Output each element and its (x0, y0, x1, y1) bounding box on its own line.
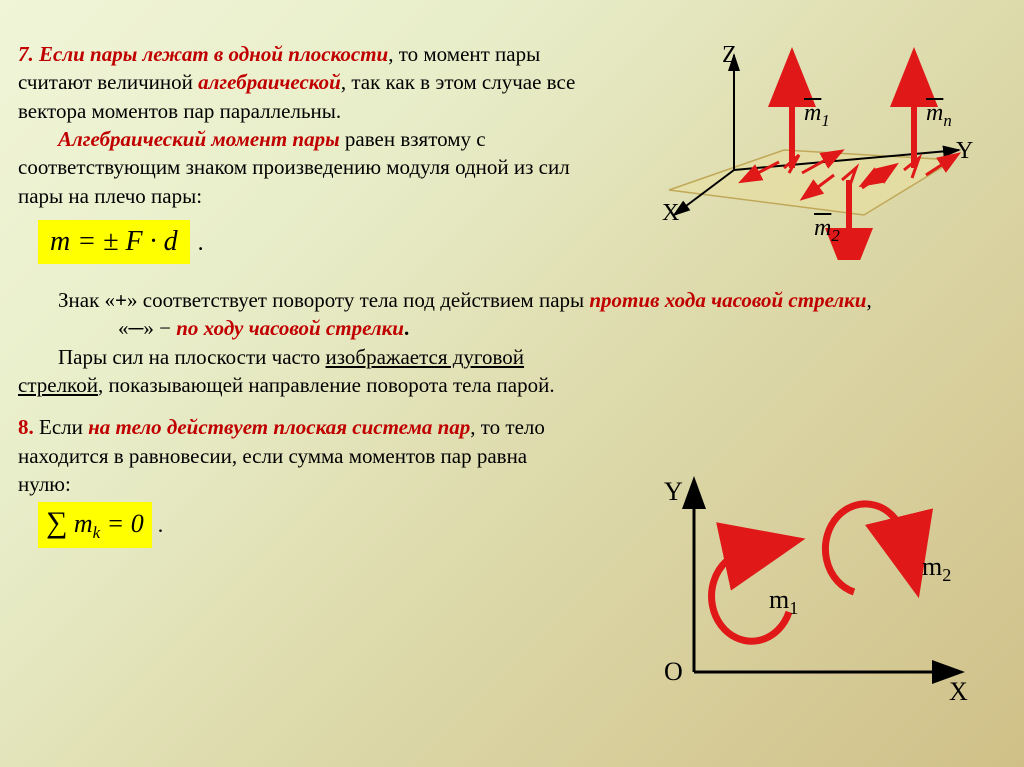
diagram-3d-moments: Z Y X m1 mn m2 (634, 40, 974, 260)
label-m1: m1 (804, 100, 830, 131)
axis-z: Z (722, 42, 737, 69)
sign-minus: «─» − по ходу часовой стрелки. (18, 314, 1006, 342)
label-2d-m1: m1 (769, 585, 798, 619)
label-2d-m2: m2 (922, 552, 951, 586)
label-mn: mn (926, 100, 952, 131)
arc-arrow-note: Пары сил на плоскости часто изображается… (18, 343, 578, 400)
section7-def: Алгебраический момент пары равен взятому… (18, 125, 598, 210)
sign-plus: Знак «+» соответствует повороту тела под… (18, 286, 1006, 314)
section7-num: 7. (18, 42, 34, 66)
diagram-2d-moments: Y X O m1 m2 (644, 467, 974, 707)
axis-y: Y (956, 138, 973, 165)
axis-x: X (662, 200, 679, 227)
section8-text: 8. Если на тело действует плоская систем… (18, 413, 578, 498)
axis-x2: X (949, 677, 968, 707)
axis-y2: Y (664, 477, 683, 507)
axis-o: O (664, 657, 683, 687)
section7-text: 7. Если пары лежат в одной плоскости, то… (18, 40, 598, 125)
label-m2: m2 (814, 215, 840, 246)
